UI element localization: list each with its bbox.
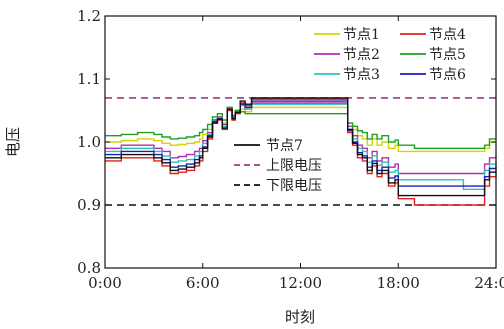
series-line-7 <box>105 97 497 197</box>
legend-label: 节点6 <box>429 67 466 83</box>
legend-label: 上限电压 <box>266 158 322 174</box>
legend-label: 节点5 <box>429 47 466 63</box>
legend-label: 节点4 <box>429 27 466 43</box>
y-axis-title: 电压 <box>4 127 22 157</box>
legend-label: 节点2 <box>343 47 380 63</box>
x-tick-label: 12:00 <box>279 274 322 292</box>
legend-label: 下限电压 <box>266 178 322 194</box>
series-line-6 <box>105 100 497 187</box>
x-tick-label: 6:00 <box>186 274 220 292</box>
legend-label: 节点7 <box>266 138 303 154</box>
y-tick-label: 1.0 <box>77 133 101 151</box>
legend-top-right: 节点1 节点4 节点2 节点5 节点3 节点6 <box>314 27 466 83</box>
y-tick-label: 1.1 <box>77 70 101 88</box>
series-line-2 <box>105 102 497 175</box>
legend-label: 节点1 <box>343 27 380 43</box>
legend-label: 节点3 <box>343 67 380 83</box>
y-tick-label: 1.2 <box>77 7 101 25</box>
series-line-5 <box>105 106 496 150</box>
x-axis-title: 时刻 <box>285 308 315 326</box>
y-tick-label: 0.9 <box>77 196 101 214</box>
plot-area <box>105 16 496 268</box>
x-tick-label: 18:00 <box>377 274 420 292</box>
y-tick-label: 0.8 <box>77 259 101 277</box>
x-tick-label: 0:00 <box>88 274 122 292</box>
x-tick-label: 24:00 <box>474 274 504 292</box>
series-lines <box>105 97 497 206</box>
axis-ticks: 0:00 6:00 12:00 18:00 24:00 0.8 0.9 1.0 1.1 1.2 <box>77 7 504 292</box>
